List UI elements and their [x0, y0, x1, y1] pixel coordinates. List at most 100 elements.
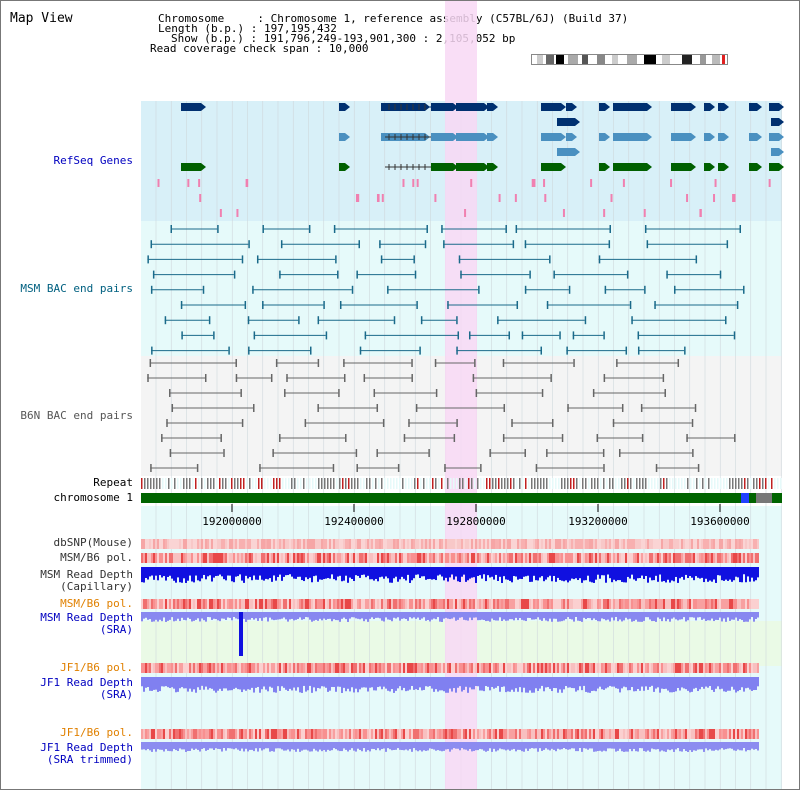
depth-bar [249, 612, 251, 620]
depth-bar [471, 567, 473, 578]
depth-bar [695, 742, 697, 751]
heat-cell [471, 539, 473, 549]
repeat-mark [459, 478, 461, 489]
depth-bar [703, 612, 705, 619]
heat-cell [565, 663, 567, 673]
heat-cell [141, 553, 143, 563]
heat-cell [275, 663, 277, 673]
depth-bar [737, 742, 739, 750]
track-label-dbsnp[interactable]: dbSNP(Mouse) [53, 536, 133, 549]
track-label-msm-b6-pol-2[interactable]: MSM/B6 pol. [60, 597, 133, 610]
refseq-pink-tick [246, 179, 249, 187]
bac-end [240, 389, 242, 397]
depth-bar [167, 677, 169, 688]
depth-bar [407, 567, 409, 575]
depth-bar [337, 612, 339, 621]
depth-bar [373, 567, 375, 581]
gene-block [557, 118, 575, 126]
repeat-mark [546, 478, 548, 489]
track-label-msm-read-depth-sra[interactable]: MSM Read Depth (SRA) [40, 611, 133, 636]
depth-bar [725, 612, 727, 622]
heat-cell [627, 539, 629, 549]
depth-bar [569, 677, 571, 688]
track-label-jf1-read-depth-trimmed[interactable]: JF1 Read Depth (SRA trimmed) [40, 741, 133, 766]
heat-cell [305, 539, 307, 549]
depth-bar [441, 612, 443, 622]
depth-bar [677, 742, 679, 749]
chromosome-ideogram[interactable] [531, 54, 728, 65]
heat-cell [561, 663, 563, 673]
depth-bar [455, 677, 457, 693]
repeat-mark [687, 478, 689, 489]
heat-cell [517, 539, 519, 549]
heat-cell [661, 553, 663, 563]
track-label-jf1-b6-pol-1[interactable]: JF1/B6 pol. [60, 661, 133, 674]
depth-bar [509, 612, 511, 620]
heat-cell [171, 599, 173, 609]
depth-bar [659, 677, 661, 693]
track-label-b6n-bac[interactable]: B6N BAC end pairs [20, 409, 133, 422]
heat-cell [535, 663, 537, 673]
track-label-msm-bac[interactable]: MSM BAC end pairs [20, 282, 133, 295]
heat-cell [355, 729, 357, 739]
heat-cell [207, 729, 209, 739]
depth-bar [619, 612, 621, 620]
depth-bar [433, 567, 435, 580]
heat-cell [247, 663, 249, 673]
track-label-jf1-b6-pol-2[interactable]: JF1/B6 pol. [60, 726, 133, 739]
repeat-mark [582, 478, 584, 489]
track-label-jf1-read-depth-sra[interactable]: JF1 Read Depth (SRA) [40, 676, 133, 701]
depth-bar [717, 612, 719, 621]
depth-bar [415, 677, 417, 690]
heat-cell [749, 729, 751, 739]
track-label-msm-read-depth-capillary[interactable]: MSM Read Depth (Capillary) [40, 568, 133, 593]
heat-cell [499, 663, 501, 673]
gene-arrow [561, 133, 566, 141]
heat-cell [345, 539, 347, 549]
heat-cell [459, 663, 461, 673]
depth-bar [353, 567, 355, 582]
depth-bar [229, 677, 231, 691]
depth-bar [679, 742, 681, 752]
repeat-mark [387, 478, 389, 489]
heat-cell [667, 553, 669, 563]
heat-cell [693, 553, 695, 563]
heat-cell [369, 539, 371, 549]
depth-bar [301, 742, 303, 751]
repeat-mark [585, 478, 587, 489]
depth-bar [693, 612, 695, 618]
depth-bar [315, 612, 317, 620]
heat-cell [427, 729, 429, 739]
depth-bar [273, 567, 275, 576]
depth-bar [565, 612, 567, 620]
heat-cell [143, 553, 145, 563]
track-label-refseq[interactable]: RefSeq Genes [53, 154, 133, 167]
depth-bar [395, 742, 397, 750]
depth-bar [435, 567, 437, 581]
heat-cell [449, 663, 451, 673]
heat-cell [357, 663, 359, 673]
repeat-mark [624, 478, 626, 489]
heat-cell [271, 663, 273, 673]
depth-bar [169, 742, 171, 752]
heat-cell [187, 553, 189, 563]
heat-cell [295, 539, 297, 549]
track-label-msm-b6-pol-1[interactable]: MSM/B6 pol. [60, 551, 133, 564]
bac-end [169, 449, 172, 457]
heat-cell [715, 599, 717, 609]
repeat-mark [207, 478, 209, 489]
heat-cell [501, 599, 503, 609]
heat-cell [657, 553, 659, 563]
heat-cell [493, 539, 495, 549]
depth-bar [607, 612, 609, 620]
depth-bar [401, 612, 403, 619]
depth-bar [543, 612, 545, 619]
bac-end [248, 240, 250, 249]
heat-cell [539, 539, 541, 549]
depth-bar [337, 567, 339, 577]
depth-bar [753, 742, 755, 750]
heat-cell [351, 663, 353, 673]
depth-bar [609, 612, 611, 622]
depth-bar [603, 742, 605, 751]
